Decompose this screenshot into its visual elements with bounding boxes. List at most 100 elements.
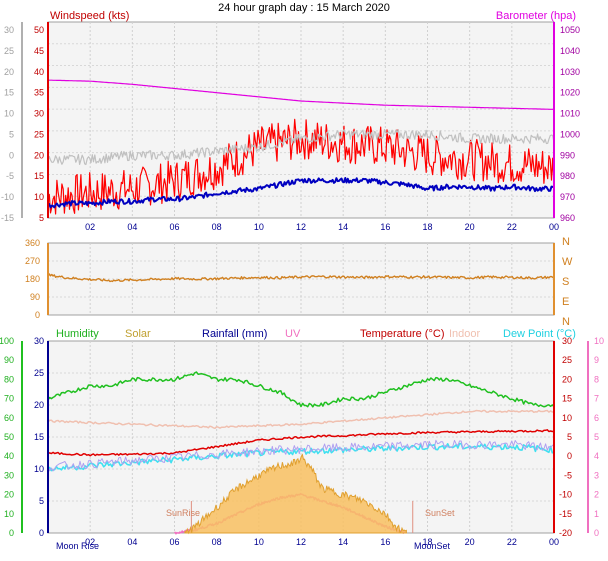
humidity-axis-tick: 40 bbox=[4, 451, 14, 461]
temp-panel-axes: 02 04 06 08 10 12 14 16 18 20 22 000102030405060708… bbox=[0, 336, 604, 547]
rain-axis-tick: 25 bbox=[34, 368, 44, 378]
temp-axis-tick: -5 bbox=[564, 470, 572, 480]
wind-panel-series bbox=[47, 79, 555, 215]
temp-axis-tick: -10 bbox=[1, 192, 14, 202]
series-temperature bbox=[47, 429, 555, 457]
temp-axis-tick: -15 bbox=[1, 213, 14, 223]
humidity-axis-tick: 0 bbox=[9, 528, 14, 538]
compass-label: W bbox=[562, 256, 573, 268]
compass-label: N bbox=[562, 316, 570, 328]
temp-axis-tick: 25 bbox=[4, 46, 14, 56]
direction-axis-tick: 90 bbox=[30, 292, 40, 302]
humidity-axis-tick: 20 bbox=[4, 490, 14, 500]
uv-axis-tick: 10 bbox=[594, 336, 604, 346]
barometer-label: Barometer (hpa) bbox=[496, 10, 576, 22]
humidity-axis-tick: 100 bbox=[0, 336, 14, 346]
uv-axis-tick: 5 bbox=[594, 432, 599, 442]
x-tick-label: 22 bbox=[507, 537, 517, 547]
humidity-axis-tick: 30 bbox=[4, 470, 14, 480]
temp-axis-tick: -10 bbox=[559, 490, 572, 500]
x-tick-label: 08 bbox=[212, 537, 222, 547]
wind-axis-tick: 45 bbox=[34, 46, 44, 56]
humidity-axis-tick: 50 bbox=[4, 432, 14, 442]
wind-axis-tick: 35 bbox=[34, 88, 44, 98]
x-tick-label: 02 bbox=[85, 222, 95, 232]
sunset-label: SunSet bbox=[425, 508, 455, 518]
direction-axis-tick: 180 bbox=[25, 274, 40, 284]
x-tick-label: 16 bbox=[380, 222, 390, 232]
x-tick-label: 00 bbox=[549, 537, 559, 547]
wind-axis-tick: 30 bbox=[34, 109, 44, 119]
temp-axis-tick: 0 bbox=[9, 150, 14, 160]
barometer-axis-tick: 970 bbox=[560, 192, 575, 202]
direction-axis-tick: 270 bbox=[25, 256, 40, 266]
wind-axis-tick: 15 bbox=[34, 171, 44, 181]
x-tick-label: 16 bbox=[380, 537, 390, 547]
series-dewpoint-raw bbox=[47, 439, 555, 472]
barometer-axis-tick: 1040 bbox=[560, 46, 580, 56]
x-tick-label: 04 bbox=[127, 537, 137, 547]
compass-label: E bbox=[562, 296, 569, 308]
rain-axis-tick: 0 bbox=[39, 528, 44, 538]
temp-axis-tick: 30 bbox=[562, 336, 572, 346]
humidity-axis-tick: 60 bbox=[4, 413, 14, 423]
x-tick-label: 12 bbox=[296, 537, 306, 547]
compass-label: S bbox=[562, 276, 569, 288]
temp-axis-tick: 20 bbox=[4, 67, 14, 77]
temp-axis-tick: 5 bbox=[567, 432, 572, 442]
direction-axis-tick: 0 bbox=[35, 310, 40, 320]
temp-axis-tick: 10 bbox=[4, 109, 14, 119]
uv-axis-tick: 6 bbox=[594, 413, 599, 423]
humidity-axis-tick: 10 bbox=[4, 509, 14, 519]
barometer-axis-tick: 1050 bbox=[560, 25, 580, 35]
rainfall-label: Rainfall (mm) bbox=[202, 328, 267, 340]
series-gust bbox=[47, 118, 555, 215]
barometer-axis-tick: 960 bbox=[560, 213, 575, 223]
series-barometer bbox=[47, 79, 555, 110]
series-humidity bbox=[47, 371, 555, 408]
uv-axis-tick: 7 bbox=[594, 394, 599, 404]
temp-axis-tick: 0 bbox=[567, 451, 572, 461]
series-temperature-grey bbox=[47, 129, 555, 166]
uv-axis-tick: 8 bbox=[594, 374, 599, 384]
temp-axis-tick: -5 bbox=[6, 171, 14, 181]
temp-axis-tick: 20 bbox=[562, 374, 572, 384]
barometer-axis-tick: 1020 bbox=[560, 88, 580, 98]
uv-axis-tick: 0 bbox=[594, 528, 599, 538]
x-tick-label: 08 bbox=[212, 222, 222, 232]
direction-axis-tick: 360 bbox=[25, 238, 40, 248]
rain-axis-tick: 10 bbox=[34, 464, 44, 474]
barometer-axis-tick: 980 bbox=[560, 171, 575, 181]
indoor-label: Indoor bbox=[449, 328, 481, 340]
x-tick-label: 20 bbox=[465, 222, 475, 232]
solar-label: Solar bbox=[125, 328, 151, 340]
x-tick-label: 14 bbox=[338, 222, 348, 232]
x-tick-label: 14 bbox=[338, 537, 348, 547]
x-tick-label: 12 bbox=[296, 222, 306, 232]
uv-axis-tick: 4 bbox=[594, 451, 599, 461]
sunrise-label: SunRise bbox=[166, 508, 200, 518]
rain-axis-tick: 30 bbox=[34, 336, 44, 346]
wind-axis-tick: 10 bbox=[34, 192, 44, 202]
uv-axis-tick: 2 bbox=[594, 490, 599, 500]
wind-axis-tick: 50 bbox=[34, 25, 44, 35]
x-tick-label: 06 bbox=[169, 222, 179, 232]
moonset-label: MoonSet bbox=[414, 541, 451, 551]
series-wind-direction bbox=[47, 273, 555, 283]
series-indoor bbox=[47, 409, 555, 430]
moonrise-label: Moon Rise bbox=[56, 541, 99, 551]
humidity-label: Humidity bbox=[56, 328, 99, 340]
rain-axis-tick: 15 bbox=[34, 432, 44, 442]
humidity-axis-tick: 90 bbox=[4, 355, 14, 365]
temp-axis-tick: 25 bbox=[562, 355, 572, 365]
graph-title: 24 hour graph day : 15 March 2020 bbox=[218, 2, 390, 14]
temp-axis-tick: -20 bbox=[559, 528, 572, 538]
x-tick-label: 10 bbox=[254, 222, 264, 232]
series-solar bbox=[184, 453, 407, 535]
humidity-axis-tick: 80 bbox=[4, 374, 14, 384]
x-tick-label: 20 bbox=[465, 537, 475, 547]
wind-axis-tick: 25 bbox=[34, 129, 44, 139]
barometer-axis-tick: 1000 bbox=[560, 129, 580, 139]
